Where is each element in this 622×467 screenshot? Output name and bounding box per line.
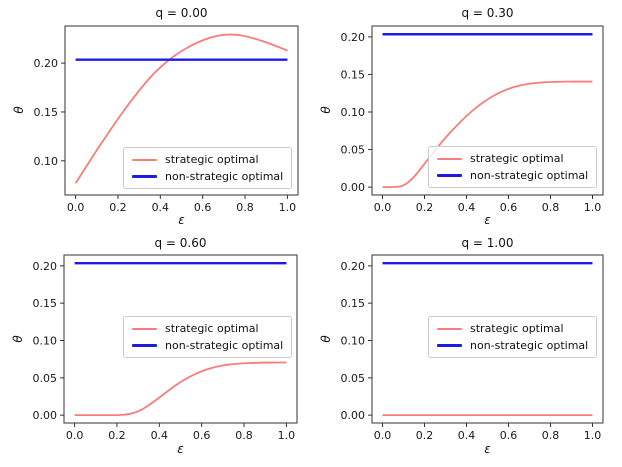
- y-axis-label: θ: [12, 106, 26, 114]
- subplot-title: q = 1.00: [461, 236, 514, 250]
- legend-label-non-strategic: non-strategic optimal: [470, 339, 589, 352]
- legend-entry-non-strategic: non-strategic optimal: [132, 339, 283, 352]
- strategic-line-sample: [437, 157, 462, 160]
- legend-entry-strategic: strategic optimal: [132, 153, 283, 166]
- strategic-line-sample: [437, 327, 462, 330]
- y-tick-label: 0.05: [341, 144, 366, 157]
- non-strategic-line-sample: [132, 175, 157, 178]
- y-tick-label: 0.15: [33, 297, 58, 310]
- non-strategic-line-sample: [132, 344, 157, 347]
- legend: strategic optimal non-strategic optimal: [428, 316, 598, 358]
- non-strategic-line-sample: [437, 344, 462, 347]
- strategic-line-sample: [132, 158, 157, 161]
- legend-entry-non-strategic: non-strategic optimal: [437, 339, 588, 352]
- axes-frame: [64, 25, 299, 196]
- strategic-curve: [74, 33, 288, 184]
- x-tick-label: 0.8: [542, 429, 560, 442]
- y-tick-label: 0.10: [33, 334, 58, 347]
- legend-label-non-strategic: non-strategic optimal: [165, 170, 284, 183]
- subplot-q-0-60: 0.0 0.2 0.4 0.6 0.8 1.0 0.00 0.05 0.10 0.15 0.20 q…: [0, 233, 311, 467]
- y-tick-label: 0.00: [33, 409, 58, 422]
- x-axis-label: ε: [484, 442, 491, 456]
- x-tick-label: 0.0: [374, 429, 392, 442]
- legend-entry-non-strategic: non-strategic optimal: [437, 169, 588, 182]
- y-tick-label: 0.00: [341, 181, 366, 194]
- x-tick-label: 1.0: [278, 429, 296, 442]
- x-tick-label: 0.8: [235, 429, 253, 442]
- x-tick-label: 0.4: [458, 201, 476, 214]
- x-tick-label: 0.6: [500, 201, 518, 214]
- legend-label-strategic: strategic optimal: [165, 322, 259, 335]
- x-tick-label: 0.4: [152, 201, 170, 214]
- y-tick-label: 0.10: [341, 334, 366, 347]
- y-tick-label: 0.15: [341, 68, 366, 81]
- x-tick-label: 0.0: [374, 201, 392, 214]
- subplot-title: q = 0.30: [461, 6, 514, 20]
- x-axis-label: ε: [177, 442, 184, 456]
- subplot-q-0-00: 0.0 0.2 0.4 0.6 0.8 1.0 0.10 0.15 0.20 q = 0.00 …: [0, 0, 311, 233]
- legend: strategic optimal non-strategic optimal: [428, 146, 598, 188]
- subplot-title: q = 0.60: [154, 236, 207, 250]
- plot-area-q-0-00: 0.0 0.2 0.4 0.6 0.8 1.0 0.10 0.15 0.20: [34, 25, 299, 214]
- x-tick-label: 0.2: [416, 201, 434, 214]
- x-tick-label: 1.0: [584, 429, 602, 442]
- x-tick-label: 0.2: [108, 429, 126, 442]
- legend-label-non-strategic: non-strategic optimal: [470, 169, 589, 182]
- x-tick-label: 0.4: [458, 429, 476, 442]
- y-axis-label: θ: [11, 335, 25, 343]
- legend: strategic optimal non-strategic optimal: [123, 147, 293, 189]
- plot-area-q-0-30: 0.0 0.2 0.4 0.6 0.8 1.0 0.00 0.05 0.10 0.15 0.20: [341, 25, 604, 214]
- y-axis-label: θ: [319, 106, 333, 114]
- x-tick-label: 0.6: [193, 429, 211, 442]
- legend: strategic optimal non-strategic optimal: [123, 316, 293, 358]
- legend-label-non-strategic: non-strategic optimal: [165, 339, 284, 352]
- y-tick-label: 0.20: [341, 260, 366, 273]
- x-tick-label: 1.0: [584, 201, 602, 214]
- x-tick-label: 1.0: [279, 201, 297, 214]
- x-tick-label: 0.4: [151, 429, 169, 442]
- x-tick-label: 0.6: [194, 201, 212, 214]
- y-tick-label: 0.10: [341, 106, 366, 119]
- subplot-q-0-30: 0.0 0.2 0.4 0.6 0.8 1.0 0.00 0.05 0.10 0.15 0.20 q…: [311, 0, 622, 233]
- legend-entry-strategic: strategic optimal: [132, 322, 283, 335]
- x-tick-label: 0.6: [500, 429, 518, 442]
- axes-frame: [63, 254, 298, 424]
- non-strategic-line-sample: [437, 174, 462, 177]
- axes-frame: [371, 254, 604, 424]
- x-axis-label: ε: [484, 213, 491, 227]
- x-tick-label: 0.0: [67, 201, 85, 214]
- x-tick-label: 0.8: [542, 201, 560, 214]
- y-tick-label: 0.05: [33, 372, 58, 385]
- y-tick-label: 0.15: [341, 297, 366, 310]
- plot-area-q-0-60: 0.0 0.2 0.4 0.6 0.8 1.0 0.00 0.05 0.10 0.15 0.20: [33, 254, 298, 442]
- strategic-curve: [74, 361, 287, 417]
- x-tick-label: 0.2: [416, 429, 434, 442]
- legend-entry-strategic: strategic optimal: [437, 322, 588, 335]
- y-tick-label: 0.20: [341, 31, 366, 44]
- x-axis-label: ε: [178, 213, 185, 227]
- y-tick-label: 0.05: [341, 372, 366, 385]
- x-tick-label: 0.2: [109, 201, 127, 214]
- x-tick-label: 0.0: [66, 429, 84, 442]
- y-tick-label: 0.10: [34, 155, 59, 168]
- legend-label-strategic: strategic optimal: [470, 322, 564, 335]
- legend-label-strategic: strategic optimal: [165, 153, 259, 166]
- strategic-line-sample: [132, 327, 157, 330]
- y-tick-label: 0.20: [34, 57, 59, 70]
- strategic-curve: [382, 80, 593, 189]
- x-tick-label: 0.8: [236, 201, 254, 214]
- y-tick-label: 0.15: [34, 106, 59, 119]
- axes-frame: [371, 25, 604, 196]
- legend-entry-non-strategic: non-strategic optimal: [132, 170, 283, 183]
- y-tick-label: 0.00: [341, 409, 366, 422]
- y-tick-label: 0.20: [33, 260, 58, 273]
- legend-label-strategic: strategic optimal: [470, 152, 564, 165]
- legend-entry-strategic: strategic optimal: [437, 152, 588, 165]
- subplot-title: q = 0.00: [155, 6, 208, 20]
- subplot-q-1-00: 0.0 0.2 0.4 0.6 0.8 1.0 0.00 0.05 0.10 0.15 0.20 q…: [311, 233, 622, 467]
- y-axis-label: θ: [319, 335, 333, 343]
- plot-area-q-1-00: 0.0 0.2 0.4 0.6 0.8 1.0 0.00 0.05 0.10 0.15 0.20: [341, 254, 604, 442]
